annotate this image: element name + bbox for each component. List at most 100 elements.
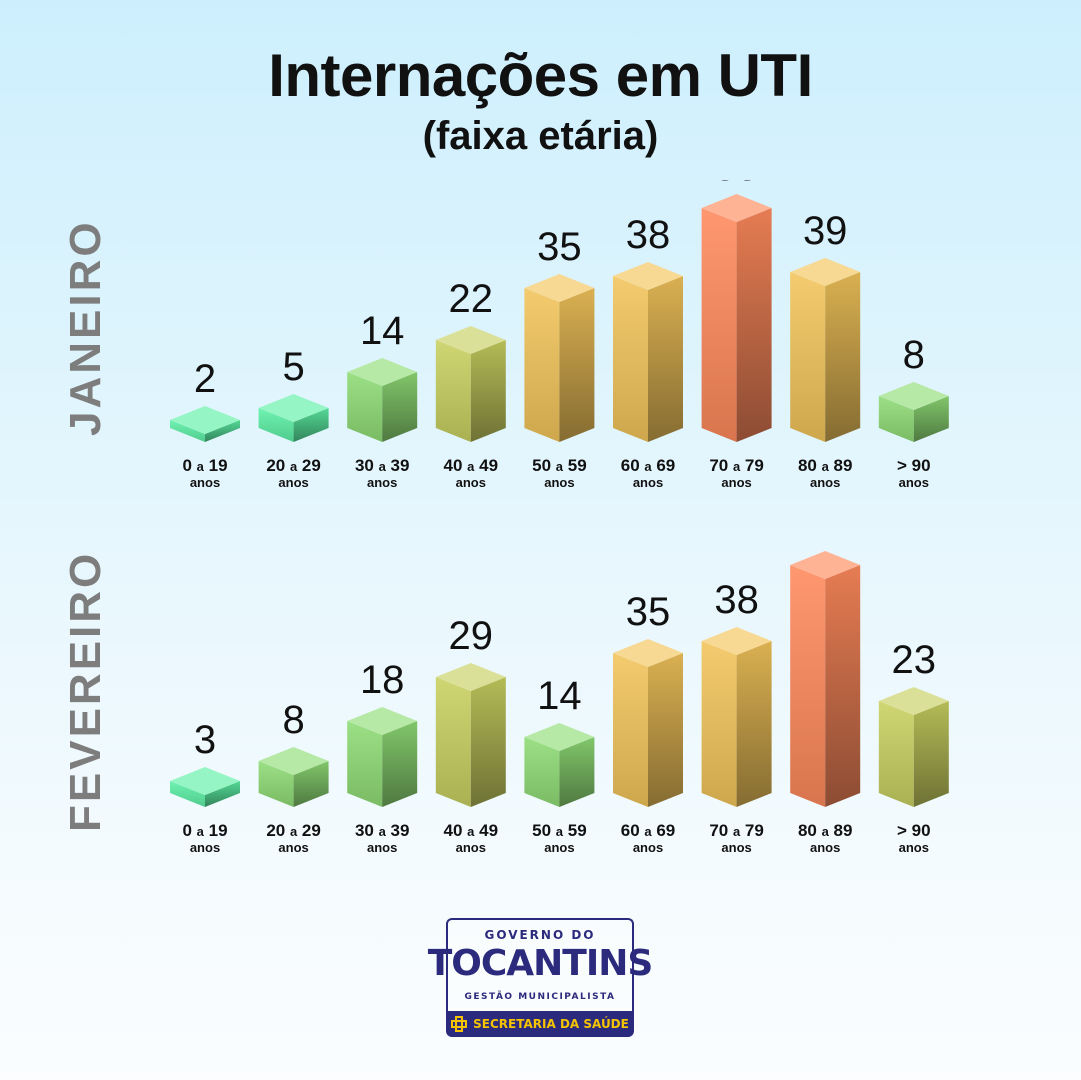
category-label: 30 a 39 (355, 821, 410, 840)
category-label: > 90 (897, 456, 931, 475)
category-unit-label: anos (278, 840, 308, 855)
bar-top-face (878, 687, 949, 715)
bar-right-face (736, 641, 772, 807)
category-unit-label: anos (899, 840, 929, 855)
bar-right-face (205, 781, 240, 807)
category-label: 20 a 29 (266, 821, 321, 840)
logo-bar-text: SECRETARIA DA SAÚDE (473, 1017, 629, 1031)
bar-top-face (524, 723, 595, 751)
bar-top-face (435, 663, 506, 691)
bar-left-face (524, 288, 560, 442)
bar-right-face (293, 408, 329, 442)
value-label: 57 (803, 545, 848, 546)
bar-7 (701, 194, 772, 442)
value-label: 55 (714, 180, 759, 189)
bar-left-face (170, 781, 205, 807)
bar-2 (258, 394, 329, 442)
category-unit-label: anos (367, 840, 397, 855)
bar-6 (613, 262, 683, 442)
category-label: 40 a 49 (444, 456, 499, 475)
logo-main-word: TOCANTINS (427, 943, 654, 984)
bar-right-face (913, 396, 949, 442)
value-label: 22 (449, 277, 494, 321)
bar-top-face (435, 326, 506, 354)
value-label: 39 (803, 209, 848, 253)
bar-left-face (258, 761, 294, 807)
plus-cross-icon (451, 1016, 468, 1032)
bar-right-face (293, 761, 329, 807)
bar-top-face (613, 639, 683, 667)
bar-top-face (790, 551, 861, 579)
logo-main-text: TOCANTINS (396, 944, 684, 984)
category-unit-label: anos (810, 840, 840, 855)
bar-left-face (258, 408, 294, 442)
bar-top-face (347, 358, 418, 386)
bar-left-face (790, 272, 826, 442)
category-label: 80 a 89 (798, 456, 853, 475)
bar-left-face (878, 396, 914, 442)
category-label: 0 a 19 (182, 456, 227, 475)
chart-subtitle: (faixa etária) (422, 114, 659, 158)
bar-5 (524, 274, 595, 442)
value-label: 2 (194, 357, 216, 401)
bar-top-face (613, 262, 683, 290)
category-unit-label: anos (190, 475, 220, 490)
logo-top-text: GOVERNO DO (484, 928, 596, 942)
bar-left-face (347, 372, 383, 442)
value-label: 23 (892, 638, 937, 682)
category-label: 70 a 79 (709, 821, 764, 840)
category-unit-label: anos (278, 475, 308, 490)
value-label: 29 (449, 614, 494, 658)
bar-top-face (170, 406, 240, 434)
bar-left-face (701, 641, 737, 807)
bar-right-face (913, 701, 949, 807)
bar-left-face (347, 721, 383, 807)
value-label: 5 (282, 345, 304, 389)
bar-top-face (878, 382, 949, 410)
bar-left-face (435, 340, 471, 442)
bar-right-face (825, 272, 861, 442)
category-label: 50 a 59 (532, 821, 587, 840)
bar-1 (170, 406, 240, 442)
category-label: > 90 (897, 821, 931, 840)
bar-left-face (613, 653, 648, 807)
bar-right-face (470, 340, 506, 442)
value-label: 14 (360, 309, 405, 353)
category-label: 70 a 79 (709, 456, 764, 475)
bar-3 (347, 358, 418, 442)
bar-left-face (435, 677, 471, 807)
value-label: 38 (714, 578, 759, 622)
bar-top-face (347, 707, 418, 735)
bar-top-face (524, 274, 595, 302)
category-label: 40 a 49 (444, 821, 499, 840)
value-label: 3 (194, 718, 216, 762)
category-label: 0 a 19 (182, 821, 227, 840)
bar-left-face (701, 208, 737, 442)
bar-right-face (648, 276, 683, 442)
bar-4 (435, 326, 506, 442)
category-unit-label: anos (721, 475, 751, 490)
bar-left-face (790, 565, 826, 807)
bar-left-face (613, 276, 648, 442)
category-unit-label: anos (544, 475, 574, 490)
bar-right-face (559, 737, 595, 807)
category-label: 60 a 69 (621, 456, 676, 475)
logo-frame (446, 918, 634, 1016)
bar-right-face (382, 372, 418, 442)
bar-left-face (170, 420, 205, 442)
value-label: 18 (360, 658, 405, 702)
logo-sub-text: GESTÃO MUNICIPALISTA (464, 992, 616, 1002)
category-unit-label: anos (721, 840, 751, 855)
bar-7 (701, 627, 772, 807)
category-label: 60 a 69 (621, 821, 676, 840)
category-unit-label: anos (456, 840, 486, 855)
category-unit-label: anos (633, 840, 663, 855)
bar-5 (524, 723, 595, 807)
bar-4 (435, 663, 506, 807)
bar-right-face (470, 677, 506, 807)
bar-right-face (205, 420, 240, 442)
bar-3 (347, 707, 418, 807)
bar-left-face (524, 737, 560, 807)
